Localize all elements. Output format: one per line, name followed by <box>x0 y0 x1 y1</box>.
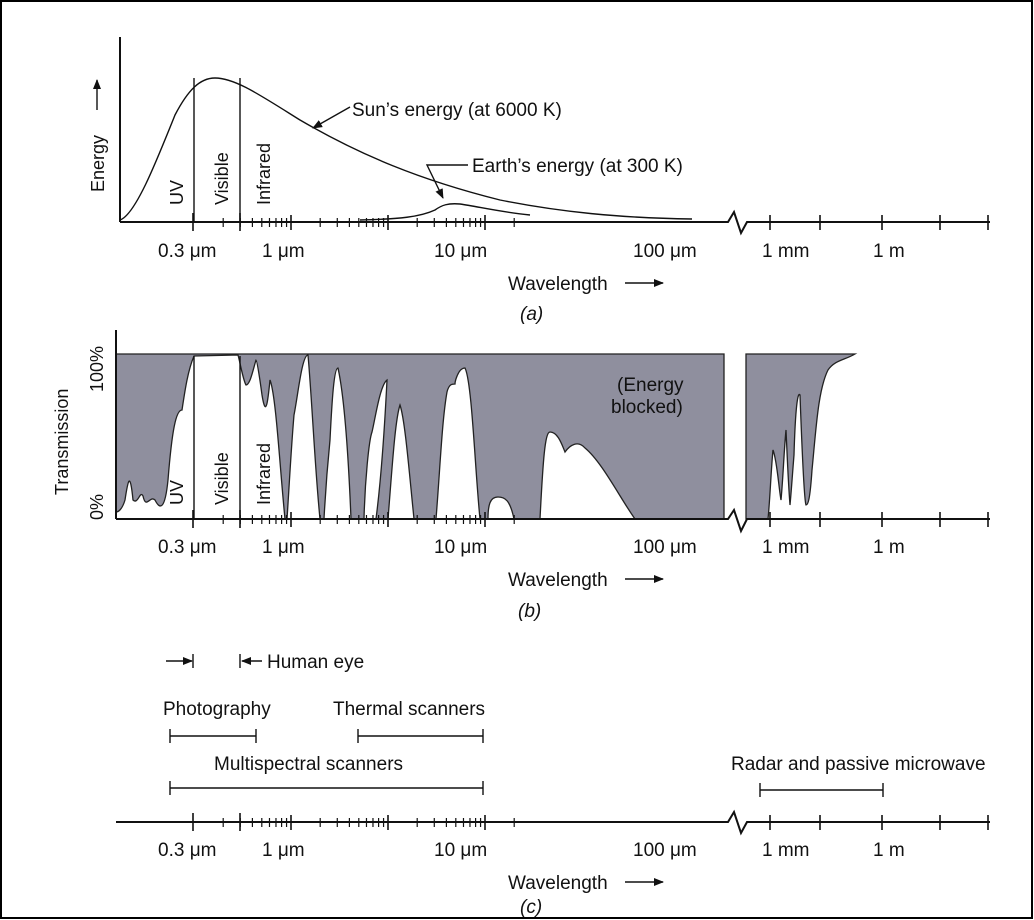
caption-b: (b) <box>518 601 541 622</box>
earth-energy-label: Earth’s energy (at 300 K) <box>472 156 683 177</box>
wavelength-label-a: Wavelength <box>508 274 608 295</box>
infrared-band-label: Infrared <box>254 143 274 205</box>
unit-labels-a: 0.3 μm 1 μm 10 μm 100 μm 1 mm 1 m <box>158 241 905 262</box>
photography-label: Photography <box>163 699 271 720</box>
unit-label-m: 1 m <box>873 241 905 262</box>
sun-pointer-arrow <box>312 106 351 129</box>
caption-c: (c) <box>520 897 542 918</box>
wavelength-axis-b <box>116 507 990 534</box>
multispectral-scanners-label: Multispectral scanners <box>214 754 403 775</box>
unit-labels-c: 0.3 μm 1 μm 10 μm 100 μm 1 mm 1 m <box>158 840 905 861</box>
transmission-axis-label: Transmission <box>52 389 72 495</box>
unit-label-u100: 100 μm <box>633 840 697 861</box>
x-ticks-a <box>192 213 989 231</box>
unit-label-u100: 100 μm <box>633 537 697 558</box>
unit-label-u03: 0.3 μm <box>158 241 216 262</box>
earth-pointer-arrow <box>425 164 468 199</box>
thermal-scanners-label: Thermal scanners <box>333 699 485 720</box>
sun-energy-curve <box>119 77 693 221</box>
unit-label-u10: 10 μm <box>434 241 487 262</box>
unit-label-mm: 1 mm <box>762 537 810 558</box>
unit-label-u1: 1 μm <box>262 537 305 558</box>
wavelength-axis-c <box>116 809 990 836</box>
unit-label-m: 1 m <box>873 840 905 861</box>
unit-label-u1: 1 μm <box>262 840 305 861</box>
panel-c: Human eye Photography Thermal scanners M… <box>116 652 990 918</box>
x-ticks-b <box>192 510 989 528</box>
panel-b: Transmission 100% 0% UV Visible Infrared… <box>52 330 990 622</box>
unit-label-mm: 1 mm <box>762 840 810 861</box>
x-ticks-c <box>192 813 989 831</box>
unit-label-u1: 1 μm <box>262 241 305 262</box>
earth-energy-curve <box>359 203 531 221</box>
visible-band-label: Visible <box>212 152 232 205</box>
unit-label-u10: 10 μm <box>434 840 487 861</box>
sun-energy-label: Sun’s energy (at 6000 K) <box>352 100 562 121</box>
uv-band-label-b: UV <box>167 480 187 505</box>
y-tick-100: 100% <box>87 346 107 392</box>
energy-blocked-label-1: (Energy <box>617 375 684 396</box>
unit-label-mm: 1 mm <box>762 241 810 262</box>
unit-label-u10: 10 μm <box>434 537 487 558</box>
energy-axis-label: Energy <box>88 135 108 192</box>
caption-a: (a) <box>520 304 543 325</box>
wavelength-label-b: Wavelength <box>508 570 608 591</box>
blocked-region-main <box>115 353 725 520</box>
uv-band-label: UV <box>167 180 187 205</box>
unit-label-m: 1 m <box>873 537 905 558</box>
visible-band-label-b: Visible <box>212 452 232 505</box>
unit-label-u03: 0.3 μm <box>158 537 216 558</box>
wavelength-axis-a <box>120 209 990 236</box>
blocked-region-right <box>745 353 858 520</box>
unit-labels-b: 0.3 μm 1 μm 10 μm 100 μm 1 mm 1 m <box>158 537 905 558</box>
y-tick-0: 0% <box>87 494 107 520</box>
energy-blocked-label-2: blocked) <box>611 397 683 418</box>
wavelength-label-c: Wavelength <box>508 873 608 894</box>
panel-a: Energy UV Visible Infrared Sun’s energy … <box>88 37 990 325</box>
human-eye-label: Human eye <box>267 652 364 673</box>
radar-microwave-label: Radar and passive microwave <box>731 754 986 775</box>
unit-label-u03: 0.3 μm <box>158 840 216 861</box>
infrared-band-label-b: Infrared <box>254 443 274 505</box>
unit-label-u100: 100 μm <box>633 241 697 262</box>
